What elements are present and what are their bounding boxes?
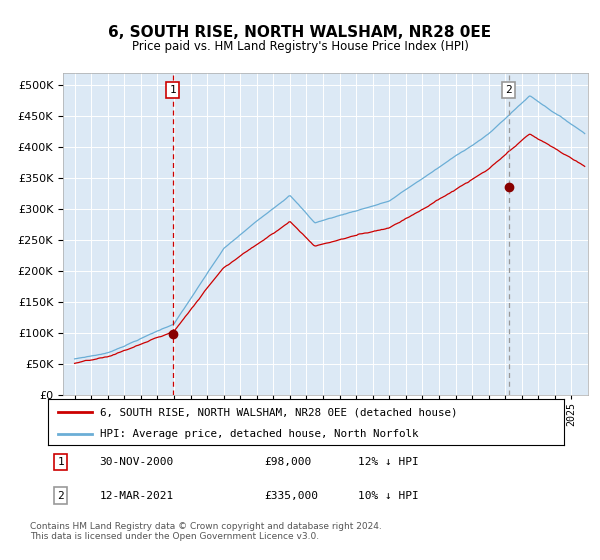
Text: 1: 1 [169, 85, 176, 95]
Text: 30-NOV-2000: 30-NOV-2000 [100, 457, 174, 467]
Text: 12-MAR-2021: 12-MAR-2021 [100, 491, 174, 501]
Text: Price paid vs. HM Land Registry's House Price Index (HPI): Price paid vs. HM Land Registry's House … [131, 40, 469, 53]
Text: 10% ↓ HPI: 10% ↓ HPI [358, 491, 418, 501]
Text: 6, SOUTH RISE, NORTH WALSHAM, NR28 0EE: 6, SOUTH RISE, NORTH WALSHAM, NR28 0EE [109, 25, 491, 40]
Text: 2: 2 [505, 85, 512, 95]
Text: £335,000: £335,000 [265, 491, 319, 501]
Text: £98,000: £98,000 [265, 457, 312, 467]
Text: Contains HM Land Registry data © Crown copyright and database right 2024.
This d: Contains HM Land Registry data © Crown c… [30, 522, 382, 542]
Text: 1: 1 [58, 457, 64, 467]
Text: HPI: Average price, detached house, North Norfolk: HPI: Average price, detached house, Nort… [100, 429, 418, 438]
Text: 12% ↓ HPI: 12% ↓ HPI [358, 457, 418, 467]
Text: 2: 2 [58, 491, 64, 501]
Text: 6, SOUTH RISE, NORTH WALSHAM, NR28 0EE (detached house): 6, SOUTH RISE, NORTH WALSHAM, NR28 0EE (… [100, 407, 457, 417]
